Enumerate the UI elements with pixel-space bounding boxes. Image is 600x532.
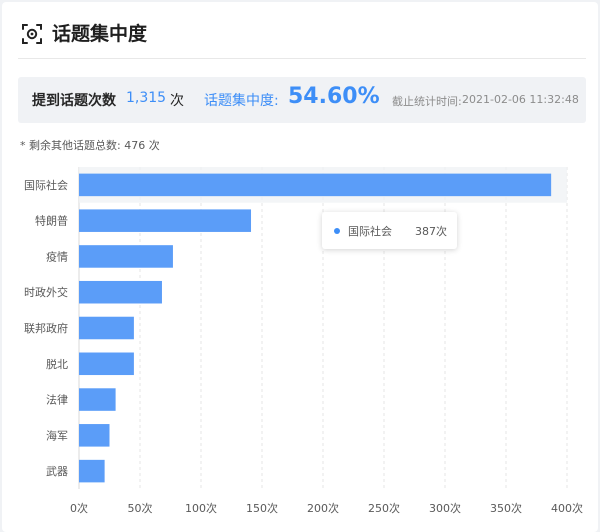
category-label: 海军 — [46, 428, 68, 442]
bar-0 — [79, 173, 552, 197]
chart-tooltip: 国际社会 387次 — [322, 212, 457, 249]
x-tick-label: 50次 — [128, 501, 153, 515]
bar-2 — [79, 245, 173, 268]
x-tick-label: 250次 — [368, 501, 400, 515]
x-tick-label: 300次 — [429, 501, 461, 515]
bar-8 — [79, 459, 105, 483]
topic-target-icon — [22, 24, 42, 44]
category-label: 国际社会 — [24, 178, 68, 192]
bar-7 — [79, 424, 110, 447]
card-header: 话题集中度 — [2, 2, 598, 60]
concentration-value: 54.60% — [288, 84, 380, 109]
x-tick-label: 0次 — [70, 501, 88, 515]
stat-time-value: 2021-02-06 11:32:48 — [462, 93, 579, 106]
stats-bar: 提到话题次数 1,315 次 话题集中度: 54.60% 截止统计时间: 202… — [18, 77, 586, 123]
category-label: 法律 — [46, 393, 68, 407]
category-label: 特朗普 — [35, 214, 68, 228]
mention-count-label: 提到话题次数 — [32, 93, 116, 109]
concentration-label: 话题集中度: — [204, 93, 279, 109]
x-tick-label: 100次 — [185, 501, 217, 515]
x-tick-label: 200次 — [307, 501, 339, 515]
tooltip-category: 国际社会 — [348, 225, 392, 238]
bar-3 — [79, 280, 162, 304]
stat-time-label: 截止统计时间: — [392, 95, 462, 108]
category-label: 疫情 — [46, 249, 68, 263]
bar-6 — [79, 388, 116, 411]
mention-count-unit: 次 — [170, 93, 184, 109]
category-label: 联邦政府 — [24, 321, 68, 335]
category-label: 武器 — [46, 465, 68, 478]
x-tick-label: 350次 — [490, 501, 522, 515]
tooltip-series-dot — [334, 228, 340, 234]
x-tick-label: 400次 — [551, 501, 583, 515]
tooltip-value: 387次 — [415, 225, 447, 238]
x-tick-labels: 0次 50次 100次 150次 200次 250次 300次 350次 400次 — [70, 501, 583, 515]
bar-5 — [79, 352, 134, 376]
remaining-topics-note: * 剩余其他话题总数: 476 次 — [20, 139, 160, 152]
category-label: 脱北 — [46, 357, 68, 371]
bar-4 — [79, 316, 134, 340]
chart-bars — [79, 173, 552, 483]
page-title: 话题集中度 — [52, 23, 148, 45]
mention-count-value: 1,315 — [126, 90, 167, 106]
category-label: 时政外交 — [24, 285, 68, 299]
bar-1 — [79, 209, 252, 232]
header-divider — [18, 58, 586, 59]
x-tick-label: 150次 — [246, 501, 278, 515]
